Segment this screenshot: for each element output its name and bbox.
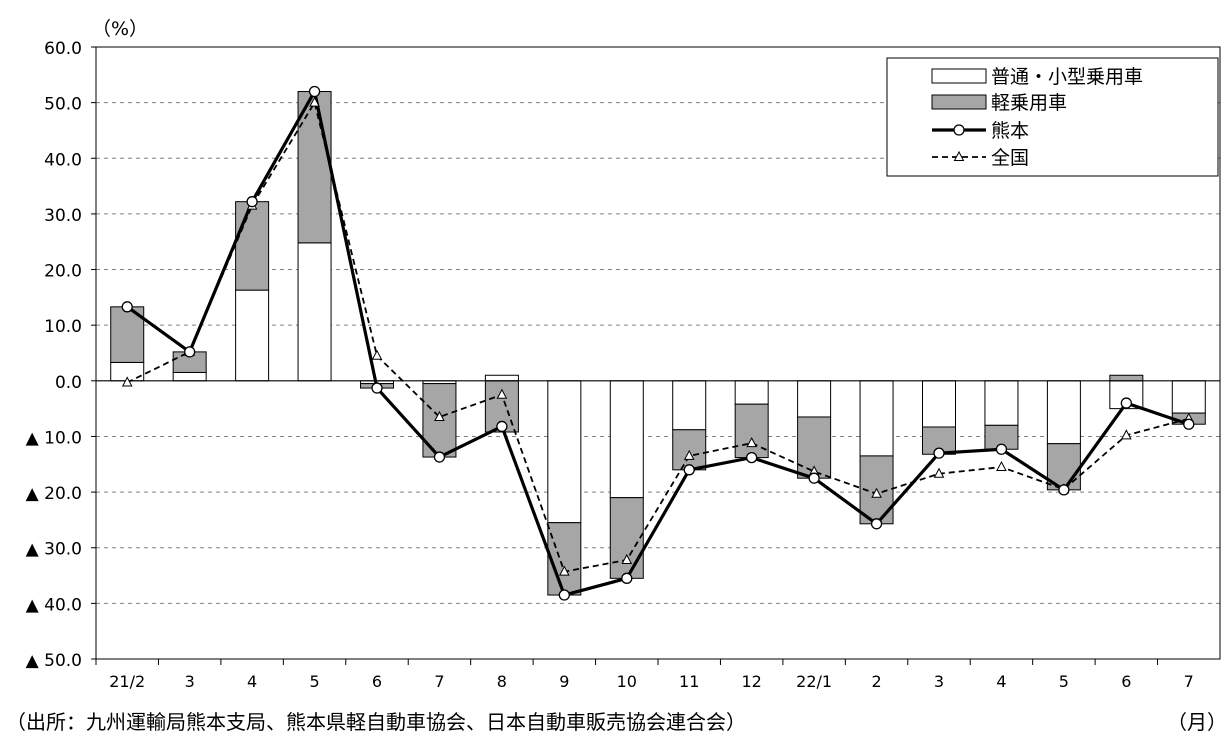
y-tick-label: 60.0 — [44, 39, 82, 59]
bar-futsu-kogata — [797, 380, 832, 418]
marker-zenkoku — [371, 349, 383, 360]
x-tick-label: 12 — [741, 672, 761, 691]
legend-marker-kumamoto — [953, 124, 965, 136]
legend-marker-zenkoku — [953, 150, 965, 161]
marker-kumamoto — [746, 451, 758, 464]
marker-zenkoku — [996, 460, 1007, 472]
bar-kei — [609, 497, 644, 579]
marker-zenkoku — [434, 410, 445, 421]
bar-futsu-kogata — [172, 371, 207, 382]
marker-kumamoto — [683, 464, 695, 476]
bar-futsu-kogata — [984, 380, 1019, 426]
bar-kei — [235, 201, 270, 291]
bar-futsu-kogata — [1171, 380, 1206, 414]
marker-kumamoto — [121, 301, 133, 313]
y-tick-label: ▲ 50.0 — [26, 651, 82, 671]
marker-kumamoto — [1183, 418, 1195, 430]
y-tick-label: 50.0 — [44, 95, 82, 115]
x-tick-label: 8 — [497, 672, 507, 691]
legend-swatch-kei — [931, 94, 987, 110]
legend-swatch-futsu — [931, 68, 987, 84]
marker-zenkoku — [933, 467, 945, 478]
legend-label: 熊本 — [991, 120, 1029, 142]
y-tick-label: ▲ 20.0 — [26, 484, 82, 504]
x-tick-label: 6 — [372, 672, 382, 691]
marker-zenkoku — [683, 449, 695, 460]
y-tick-label: ▲ 40.0 — [26, 595, 82, 615]
marker-zenkoku — [309, 96, 320, 107]
x-tick-label: 7 — [1184, 672, 1194, 691]
x-tick-label: 9 — [559, 672, 569, 691]
marker-kumamoto — [808, 472, 820, 484]
x-tick-label: 6 — [1121, 672, 1131, 691]
x-tick-label: 5 — [309, 672, 319, 691]
bar-futsu-kogata — [1046, 380, 1081, 445]
marker-zenkoku — [746, 437, 757, 448]
y-tick-label: 40.0 — [44, 150, 82, 170]
bar-kei — [547, 522, 582, 596]
bar-kei — [734, 403, 769, 459]
marker-zenkoku — [621, 553, 633, 564]
bar-futsu-kogata — [734, 380, 769, 405]
y-tick-label: ▲ 10.0 — [26, 428, 82, 448]
marker-kumamoto — [870, 518, 883, 530]
marker-kumamoto — [184, 346, 196, 358]
marker-kumamoto — [1058, 484, 1070, 496]
x-tick-label: 7 — [434, 672, 444, 691]
marker-kumamoto — [558, 589, 570, 601]
y-unit-label: （%） — [92, 18, 149, 40]
line-zenkoku — [126, 100, 1190, 573]
x-tick-label: 10 — [617, 672, 637, 691]
x-tick-label: 2 — [871, 672, 881, 691]
bar-futsu-kogata — [859, 380, 894, 457]
x-unit-label: （月） — [1167, 710, 1224, 734]
marker-kumamoto — [371, 382, 383, 394]
marker-zenkoku — [559, 565, 570, 576]
marker-zenkoku — [496, 388, 508, 399]
legend-label: 全国 — [991, 147, 1029, 169]
x-tick-label: 21/2 — [109, 672, 145, 691]
bar-futsu-kogata — [922, 380, 956, 428]
x-tick-label: 4 — [996, 672, 1006, 691]
source-note: （出所：九州運輸局熊本支局、熊本県軽自動車協会、日本自動車販売協会連合会） — [6, 710, 746, 734]
x-tick-label: 3 — [934, 672, 944, 691]
x-tick-label: 22/1 — [796, 672, 832, 691]
marker-kumamoto — [933, 447, 945, 459]
bar-futsu-kogata — [297, 242, 332, 382]
marker-kumamoto — [995, 443, 1008, 455]
y-tick-label: 20.0 — [44, 262, 82, 282]
marker-kumamoto — [621, 572, 633, 584]
bar-futsu-kogata — [672, 380, 707, 431]
bar-futsu-kogata — [484, 374, 519, 382]
y-tick-label: 0.0 — [55, 373, 82, 393]
y-tick-label: 10.0 — [44, 317, 82, 337]
legend-label: 軽乗用車 — [991, 92, 1067, 114]
x-tick-label: 5 — [1059, 672, 1069, 691]
bar-kei — [672, 429, 707, 471]
marker-kumamoto — [246, 196, 258, 208]
marker-kumamoto — [433, 451, 446, 463]
bar-futsu-kogata — [609, 380, 644, 499]
legend-label: 普通・小型乗用車 — [991, 66, 1143, 88]
bar-kei — [297, 91, 332, 244]
marker-zenkoku — [121, 376, 133, 387]
marker-kumamoto — [496, 420, 508, 433]
line-kumamoto — [126, 87, 1190, 597]
bar-kei — [1109, 374, 1144, 382]
marker-zenkoku — [1121, 429, 1132, 440]
marker-kumamoto — [1120, 397, 1132, 409]
x-tick-label: 3 — [185, 672, 195, 691]
x-tick-label: 11 — [679, 672, 699, 691]
marker-zenkoku — [871, 487, 882, 498]
marker-kumamoto — [308, 85, 321, 98]
y-tick-label: 30.0 — [44, 206, 82, 226]
x-tick-label: 4 — [247, 672, 257, 691]
bar-futsu-kogata — [235, 289, 270, 382]
y-tick-label: ▲ 30.0 — [26, 540, 82, 560]
bar-futsu-kogata — [547, 380, 582, 524]
